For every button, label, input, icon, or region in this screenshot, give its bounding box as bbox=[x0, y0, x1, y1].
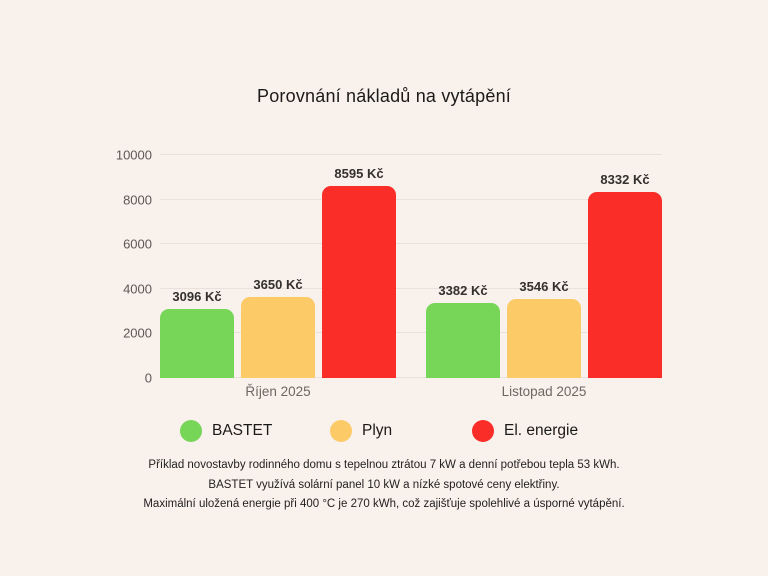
chart-legend: BASTET Plyn El. energie bbox=[0, 420, 768, 446]
footer-line: BASTET využívá solární panel 10 kW a níz… bbox=[208, 478, 560, 491]
y-axis-labels: 0 2000 4000 6000 8000 10000 bbox=[88, 148, 152, 386]
plot-area: 3096 Kč 3650 Kč 8595 Kč 3382 Kč 3546 Kč 8332… bbox=[160, 154, 662, 399]
bar-value-label: 3650 Kč bbox=[253, 276, 303, 292]
bar-value-label: 3096 Kč bbox=[172, 288, 222, 304]
bar-plyn: 3650 Kč bbox=[241, 277, 315, 378]
chart-title: Porovnání nákladů na vytápění bbox=[257, 86, 511, 106]
bar-plyn: 3546 Kč bbox=[507, 279, 581, 378]
gridline bbox=[160, 287, 662, 289]
footer-line: Příklad novostavby rodinného domu s tepe… bbox=[148, 459, 620, 471]
y-tick-label: 0 bbox=[144, 370, 152, 386]
gridline bbox=[160, 332, 662, 334]
bar-value-label: 3546 Kč bbox=[519, 278, 569, 294]
bar-group: 3382 Kč 3546 Kč 8332 Kč bbox=[426, 155, 662, 378]
gridline bbox=[160, 243, 662, 245]
legend-label: Plyn bbox=[362, 422, 393, 439]
legend-item-bastet: BASTET bbox=[180, 420, 272, 442]
legend-label: BASTET bbox=[212, 422, 273, 439]
gridline bbox=[160, 154, 662, 155]
bar-bastet: 3382 Kč bbox=[426, 283, 500, 378]
y-tick-label: 6000 bbox=[123, 236, 152, 252]
legend-label: El. energie bbox=[504, 422, 579, 439]
x-axis-label-october: Říjen 2025 bbox=[245, 384, 311, 399]
bar-value-label: 8595 Kč bbox=[334, 166, 384, 182]
x-axis-label-november: Listopad 2025 bbox=[501, 384, 587, 399]
bar-value-label: 8332 Kč bbox=[600, 172, 650, 188]
y-tick-label: 10000 bbox=[115, 147, 152, 163]
bar-bastet: 3096 Kč bbox=[160, 289, 234, 378]
legend-dot-green bbox=[180, 420, 202, 442]
footer-line: Maximální uložená energie při 400 °C je … bbox=[143, 498, 625, 510]
bar-group: 3096 Kč 3650 Kč 8595 Kč bbox=[160, 155, 396, 378]
y-tick-label: 8000 bbox=[123, 192, 152, 208]
gridline bbox=[160, 377, 662, 378]
gridline bbox=[160, 198, 662, 200]
legend-dot-yellow bbox=[330, 420, 352, 442]
y-tick-label: 4000 bbox=[123, 281, 152, 297]
bar-value-label: 3382 Kč bbox=[438, 282, 488, 298]
footer-notes: Příklad novostavby rodinného domu s tepe… bbox=[0, 456, 768, 515]
bar-el-energie: 8332 Kč bbox=[588, 172, 662, 378]
legend-item-plyn: Plyn bbox=[330, 420, 392, 442]
bar-el-energie: 8595 Kč bbox=[322, 166, 396, 378]
legend-item-energie: El. energie bbox=[472, 420, 578, 442]
legend-dot-red bbox=[472, 420, 494, 442]
y-tick-label: 2000 bbox=[123, 325, 152, 341]
